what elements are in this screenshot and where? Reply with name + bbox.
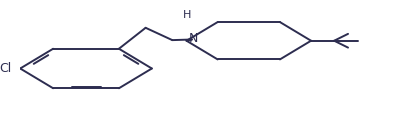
Text: Cl: Cl	[0, 62, 11, 75]
Text: H: H	[183, 10, 191, 20]
Text: N: N	[189, 32, 198, 45]
